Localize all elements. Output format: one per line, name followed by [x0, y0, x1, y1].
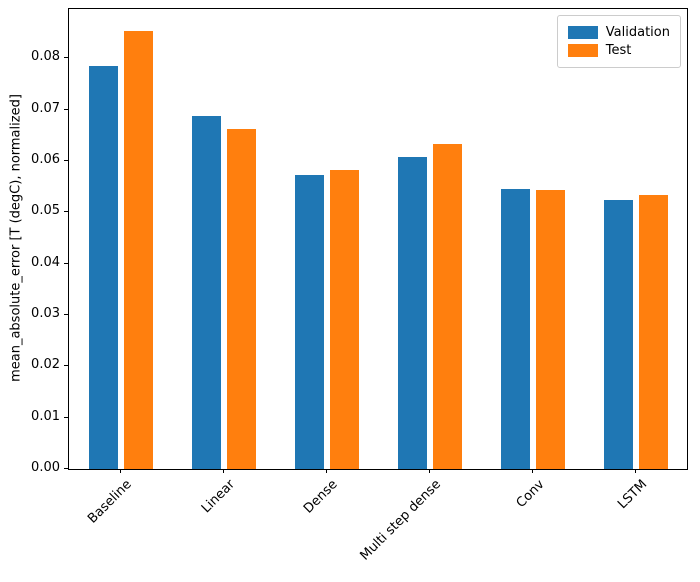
y-tick-label: 0.08	[31, 49, 60, 65]
bar-validation-baseline	[88, 66, 118, 469]
x-tick	[428, 469, 430, 473]
y-tick	[64, 416, 68, 418]
x-tick-label-multi-step-dense: Multi step dense	[357, 477, 445, 564]
legend-swatch-test	[567, 44, 598, 57]
bar-validation-linear	[191, 116, 221, 469]
y-tick-label: 0.01	[31, 408, 60, 424]
y-tick	[64, 159, 68, 161]
legend-label: Validation	[605, 25, 670, 40]
x-tick-label-linear: Linear	[198, 477, 239, 517]
y-tick-label: 0.04	[31, 254, 60, 270]
bar-test-baseline	[123, 31, 153, 469]
y-tick	[64, 365, 68, 367]
bar-test-multi-step-dense	[432, 143, 462, 469]
x-tick	[119, 469, 121, 473]
y-tick	[64, 108, 68, 110]
y-tick-label: 0.05	[31, 203, 60, 219]
bar-test-conv	[535, 190, 565, 469]
y-tick	[64, 262, 68, 264]
y-tick	[64, 313, 68, 315]
x-tick-label-dense: Dense	[301, 477, 342, 517]
x-tick	[634, 469, 636, 473]
y-tick	[64, 57, 68, 59]
bar-validation-conv	[500, 189, 530, 469]
bar-test-linear	[226, 128, 256, 469]
x-tick	[222, 469, 224, 473]
y-tick	[64, 211, 68, 213]
bar-validation-multi-step-dense	[397, 157, 427, 469]
y-tick-label: 0.03	[31, 305, 60, 321]
y-tick	[64, 468, 68, 469]
y-axis-label: mean_absolute_error [T (degC), normalize…	[8, 94, 24, 382]
legend-label: Test	[605, 43, 632, 58]
bar-validation-lstm	[603, 199, 633, 469]
legend-swatch-validation	[567, 26, 598, 39]
x-tick	[531, 469, 533, 473]
plot-area: Validation Test	[68, 8, 688, 470]
legend: Validation Test	[556, 15, 681, 68]
legend-entry-test: Test	[567, 43, 670, 58]
y-tick-label: 0.07	[31, 100, 60, 116]
bar-test-lstm	[638, 194, 668, 469]
x-tick	[325, 469, 327, 473]
y-tick-label: 0.02	[31, 357, 60, 373]
x-tick-label-conv: Conv	[513, 477, 548, 511]
y-tick-label: 0.00	[31, 460, 60, 475]
legend-entry-validation: Validation	[567, 25, 670, 40]
bar-validation-dense	[294, 175, 324, 469]
y-tick-label: 0.06	[31, 151, 60, 167]
x-tick-label-lstm: LSTM	[614, 477, 651, 513]
x-tick-label-baseline: Baseline	[85, 477, 136, 527]
bar-test-dense	[329, 169, 359, 469]
